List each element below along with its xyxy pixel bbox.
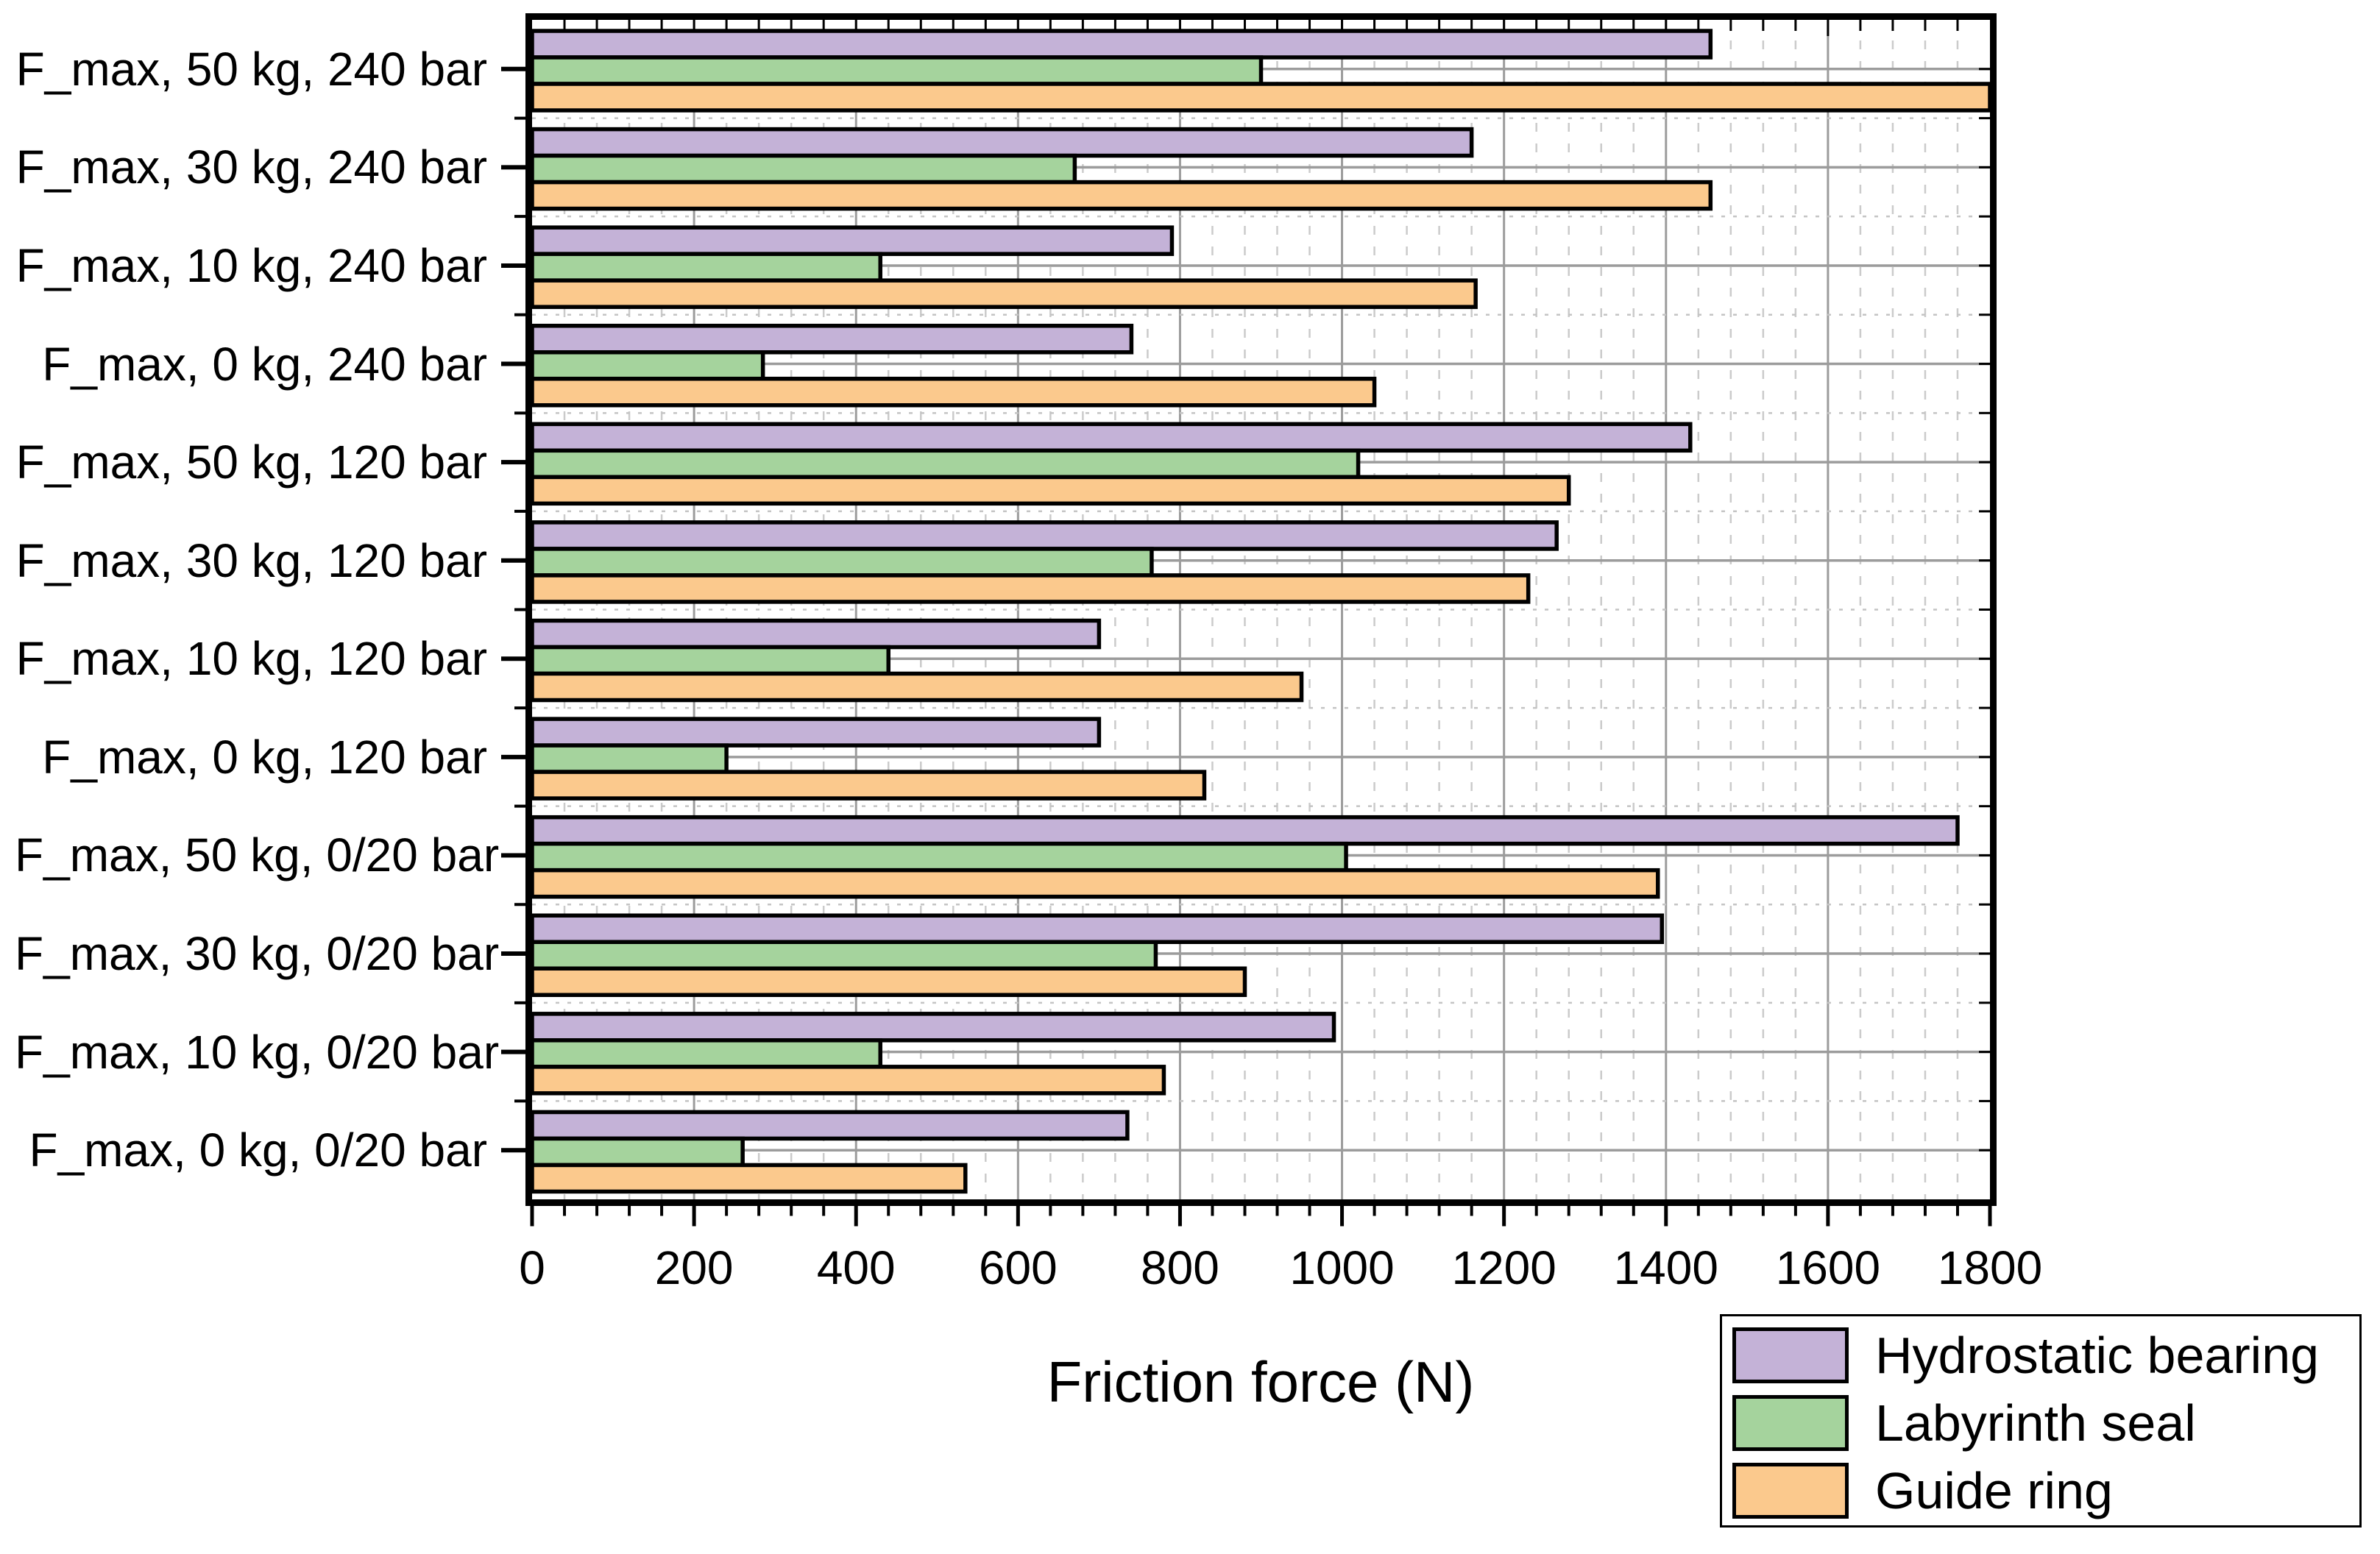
bar-guide-ring <box>530 180 1713 211</box>
bar-guide-ring <box>530 770 1207 801</box>
bar-hydrostatic-bearing <box>530 913 1665 944</box>
legend: Hydrostatic bearing Labyrinth seal Guide… <box>1720 1314 2362 1528</box>
bar-hydrostatic-bearing <box>530 1012 1336 1043</box>
bar-labyrinth-seal <box>530 547 1154 578</box>
bar-guide-ring <box>530 475 1571 506</box>
x-tick-label: 800 <box>1141 1241 1219 1294</box>
bar-labyrinth-seal <box>530 743 729 774</box>
bar-labyrinth-seal <box>530 1136 745 1168</box>
bar-hydrostatic-bearing <box>530 717 1102 748</box>
legend-label: Labyrinth seal <box>1875 1394 2196 1452</box>
bar-guide-ring <box>530 82 1992 113</box>
bar-guide-ring <box>530 573 1531 604</box>
bar-labyrinth-seal <box>530 448 1361 480</box>
category-label: F_max, 50 kg, 240 bar <box>15 42 487 96</box>
x-tick-label: 1600 <box>1775 1241 1881 1294</box>
legend-swatch-hydrostatic-bearing <box>1732 1327 1849 1383</box>
category-label: F_max, 0 kg, 0/20 bar <box>29 1124 487 1177</box>
category-label: F_max, 50 kg, 120 bar <box>15 436 487 489</box>
bar-labyrinth-seal <box>530 252 882 283</box>
legend-row: Guide ring <box>1732 1457 2359 1525</box>
bar-guide-ring <box>530 278 1478 309</box>
bar-guide-ring <box>530 868 1660 899</box>
x-tick-label: 1800 <box>1937 1241 2043 1294</box>
x-axis-title: Friction force (N) <box>1046 1349 1475 1414</box>
bar-hydrostatic-bearing <box>530 127 1474 158</box>
bar-hydrostatic-bearing <box>530 815 1960 846</box>
x-tick-label: 600 <box>978 1241 1058 1294</box>
bar-labyrinth-seal <box>530 1038 882 1069</box>
bar-labyrinth-seal <box>530 940 1158 971</box>
bar-labyrinth-seal <box>530 841 1348 873</box>
bar-hydrostatic-bearing <box>530 29 1713 60</box>
category-label: F_max, 0 kg, 240 bar <box>42 337 487 391</box>
legend-swatch-labyrinth-seal <box>1732 1395 1849 1451</box>
legend-row: Labyrinth seal <box>1732 1389 2359 1457</box>
legend-row: Hydrostatic bearing <box>1732 1321 2359 1389</box>
category-label: F_max, 30 kg, 240 bar <box>15 141 487 194</box>
category-label: F_max, 0 kg, 120 bar <box>42 730 487 784</box>
legend-swatch-guide-ring <box>1732 1463 1849 1519</box>
x-tick-label: 1000 <box>1289 1241 1395 1294</box>
category-label: F_max, 10 kg, 0/20 bar <box>15 1025 500 1079</box>
category-label: F_max, 50 kg, 0/20 bar <box>15 829 500 882</box>
bar-guide-ring <box>530 966 1247 997</box>
bar-hydrostatic-bearing <box>530 225 1175 256</box>
bar-hydrostatic-bearing <box>530 422 1693 453</box>
category-label: F_max, 10 kg, 240 bar <box>15 238 487 292</box>
legend-label: Hydrostatic bearing <box>1875 1327 2320 1384</box>
x-tick-label: 1400 <box>1613 1241 1718 1294</box>
bar-labyrinth-seal <box>530 350 765 381</box>
x-tick-label: 1200 <box>1451 1241 1556 1294</box>
x-tick-label: 0 <box>519 1241 545 1294</box>
bar-guide-ring <box>530 377 1377 408</box>
bar-guide-ring <box>530 671 1304 703</box>
bar-hydrostatic-bearing <box>530 324 1134 355</box>
x-tick-label: 200 <box>654 1241 734 1294</box>
legend-label: Guide ring <box>1875 1462 2113 1519</box>
bar-labyrinth-seal <box>530 153 1077 185</box>
bar-guide-ring <box>530 1163 968 1194</box>
category-label: F_max, 30 kg, 0/20 bar <box>15 927 500 981</box>
bar-hydrostatic-bearing <box>530 520 1559 551</box>
bar-labyrinth-seal <box>530 55 1264 86</box>
x-tick-label: 400 <box>816 1241 896 1294</box>
bar-hydrostatic-bearing <box>530 618 1102 650</box>
category-label: F_max, 30 kg, 120 bar <box>15 533 487 587</box>
bar-guide-ring <box>530 1065 1166 1096</box>
bar-labyrinth-seal <box>530 645 890 676</box>
bar-hydrostatic-bearing <box>530 1110 1130 1141</box>
category-label: F_max, 10 kg, 120 bar <box>15 632 487 686</box>
